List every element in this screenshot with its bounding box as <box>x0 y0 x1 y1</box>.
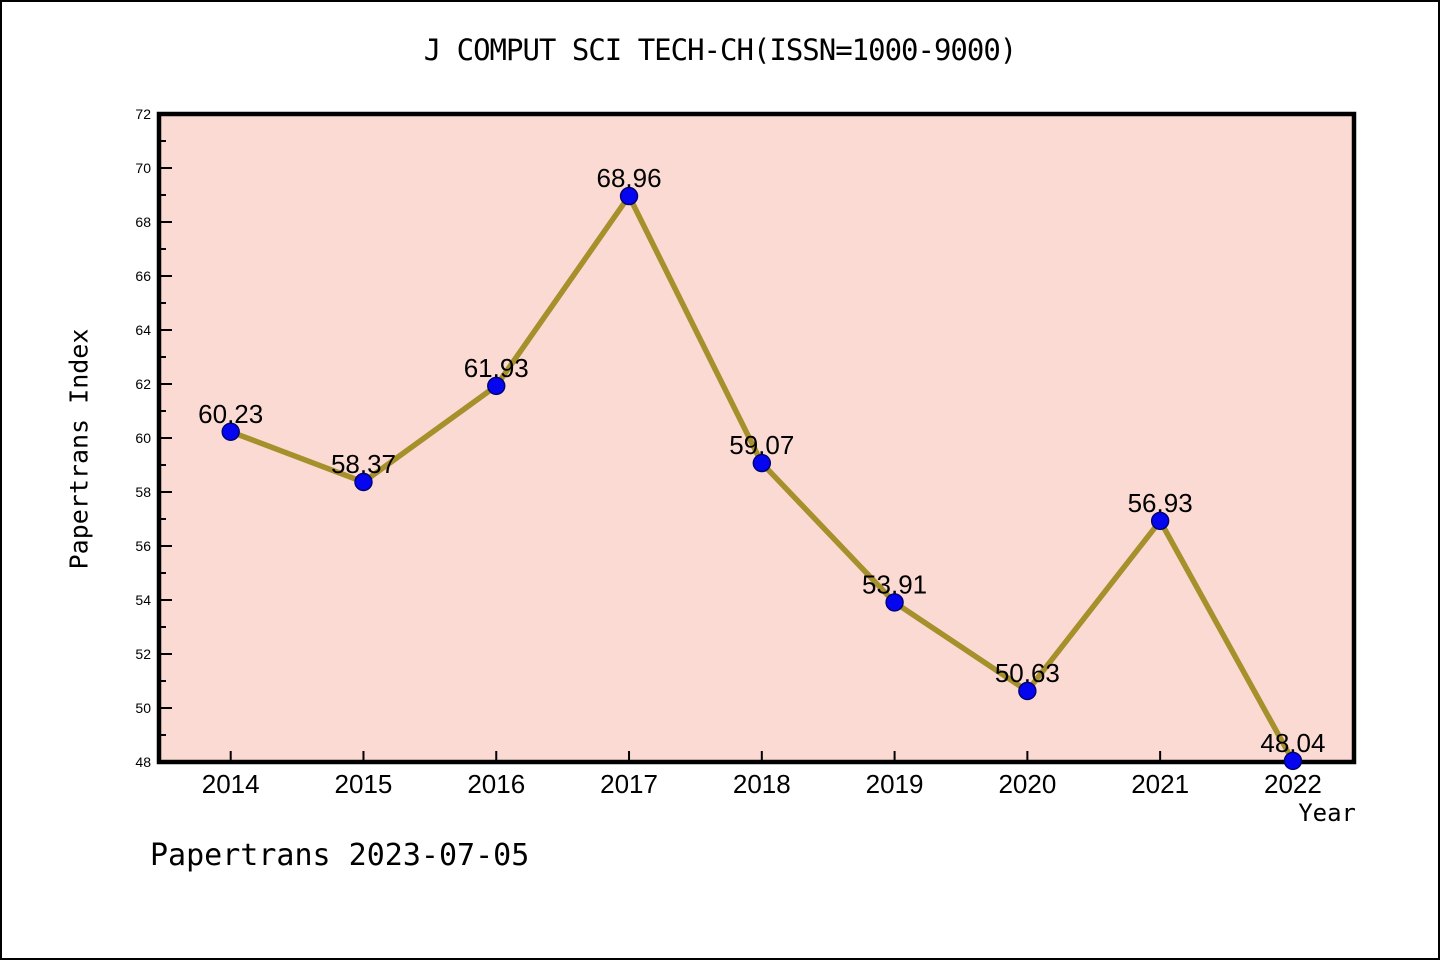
x-tick-label: 2020 <box>998 769 1056 799</box>
plot-area <box>156 111 1357 765</box>
x-tick-label: 2017 <box>600 769 658 799</box>
y-tick-label: 54 <box>135 592 151 608</box>
y-tick-label: 58 <box>135 484 151 500</box>
x-tick-label: 2018 <box>733 769 791 799</box>
data-point <box>885 593 904 612</box>
y-tick-label: 48 <box>135 754 151 770</box>
y-tick-label: 66 <box>135 268 151 284</box>
data-point <box>1150 511 1170 531</box>
watermark-text: Papertrans 2023-07-05 <box>150 838 530 873</box>
y-tick-label: 68 <box>135 214 151 230</box>
data-point <box>354 472 373 492</box>
data-point-label: 60.23 <box>198 399 263 429</box>
data-point <box>221 422 240 441</box>
data-point <box>1018 681 1037 701</box>
x-tick-label: 2019 <box>866 769 924 799</box>
data-point-label: 50.63 <box>995 658 1060 688</box>
data-point-label: 61.93 <box>464 353 529 383</box>
y-tick-label: 56 <box>135 538 151 554</box>
data-point-label: 53.91 <box>862 569 927 599</box>
data-point <box>1283 751 1303 771</box>
x-axis-label: Year <box>1298 799 1356 827</box>
x-tick-label: 2022 <box>1264 769 1322 799</box>
x-tick-label: 2014 <box>202 769 260 799</box>
data-point <box>752 453 772 473</box>
data-point <box>487 376 506 396</box>
x-tick-label: 2021 <box>1131 769 1189 799</box>
chart-title: J COMPUT SCI TECH-CH(ISSN=1000-9000) <box>423 33 1018 67</box>
x-tick-label: 2015 <box>335 769 393 799</box>
data-point-label: 68.96 <box>596 163 661 193</box>
y-tick-label: 70 <box>135 160 151 176</box>
y-tick-label: 50 <box>135 700 151 716</box>
data-point-label: 59.07 <box>729 430 794 460</box>
x-tick-label: 2016 <box>467 769 525 799</box>
y-tick-label: 62 <box>135 376 151 392</box>
data-point-label: 48.04 <box>1260 728 1325 758</box>
data-point-label: 58.37 <box>331 449 396 479</box>
data-point <box>619 186 639 206</box>
y-tick-label: 64 <box>135 322 151 338</box>
y-tick-label: 52 <box>135 646 151 662</box>
y-tick-label: 60 <box>135 430 151 446</box>
y-tick-label: 72 <box>135 106 151 122</box>
data-point-label: 56.93 <box>1128 488 1193 518</box>
